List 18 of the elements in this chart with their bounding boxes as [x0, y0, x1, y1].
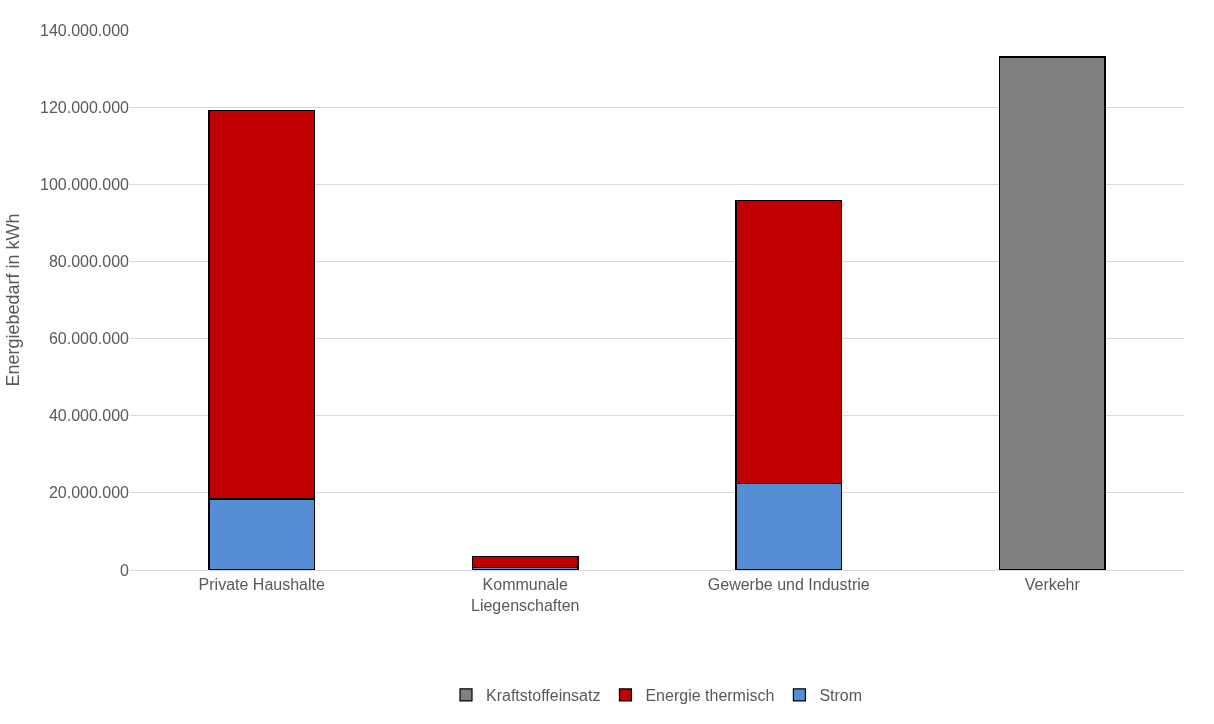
x-tick-label: Gewerbe und Industrie: [707, 576, 870, 594]
y-axis-title: Energiebedarf in kWh: [3, 213, 24, 387]
y-tick-label: 40.000.000: [48, 407, 130, 425]
y-tick-label: 0: [120, 561, 130, 579]
x-tick-label: Private Haushalte: [198, 576, 325, 594]
bar: [471, 556, 579, 569]
legend-label: Energie thermisch: [645, 687, 775, 705]
y-tick-label: 60.000.000: [48, 330, 130, 348]
legend-label: Strom: [819, 687, 863, 705]
bar: [998, 56, 1106, 570]
y-tick-label: 20.000.000: [48, 484, 130, 502]
y-tick-label: 100.000.000: [40, 175, 130, 193]
x-tick-label: Kommunale Liegenschaften: [470, 576, 580, 614]
y-tick-label: 80.000.000: [48, 253, 130, 271]
legend-label: Kraftstoffeinsatz: [486, 687, 601, 705]
y-tick-label: 140.000.000: [40, 21, 130, 39]
y-tick-label: 120.000.000: [40, 98, 130, 116]
x-tick-label: Verkehr: [1024, 576, 1081, 594]
